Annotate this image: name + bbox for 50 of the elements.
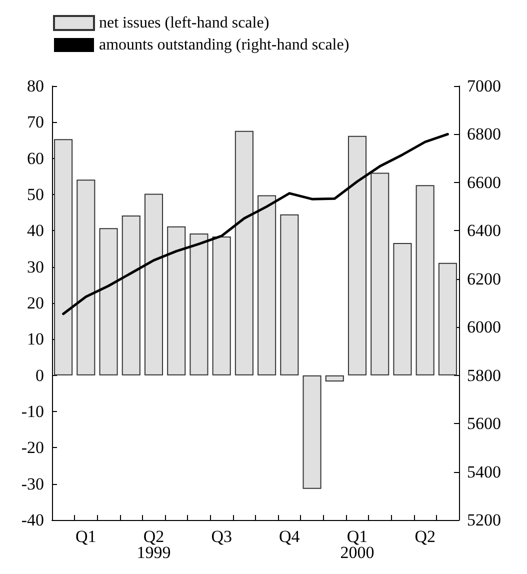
y2-tick-label: 5600 [467,414,501,434]
y-tick-label: 30 [27,257,44,276]
x-tick-label: Q1 [76,527,96,546]
y-tick-label: 20 [27,294,44,312]
x-tick-label: Q1 [346,527,368,546]
x-tick-label: Q2 [414,527,436,546]
y-tick-label: -10 [21,402,44,421]
y2-tick-label: 6800 [467,124,501,144]
bar [302,375,322,489]
bar [416,185,434,376]
y2-tick-label: 5800 [467,366,501,385]
bar [234,130,254,376]
y-tick-label: -30 [21,474,44,494]
bar [348,136,367,376]
y2-tick-label: 6000 [467,318,501,337]
bar [76,180,96,376]
x-tick-label: Q3 [211,527,232,546]
y-tick-label: -40 [21,510,44,530]
y-tick-label: 50 [27,185,44,204]
bar [438,262,457,376]
y-tick-label: 80 [27,76,44,96]
y-tick-label: -20 [21,438,44,458]
legend-label: amounts outstanding (right-hand scale) [99,36,350,54]
legend-label: net issues (left-hand scale) [99,14,270,32]
bar [144,194,164,376]
bar [190,234,208,376]
bar [167,226,186,376]
y-tick-label: 60 [27,148,44,168]
bar [258,195,276,376]
y2-tick-label: 5200 [467,510,501,530]
x-tick-label: Q4 [279,527,300,546]
y-tick-label: 10 [27,330,44,349]
y-tick-label: 40 [27,221,44,240]
y2-tick-label: 6200 [467,269,501,288]
y-tick-label: 70 [27,112,44,132]
bar [370,172,390,376]
bar [99,228,118,376]
y-tick-label: 0 [36,366,44,385]
bar [325,375,344,382]
y2-tick-label: 5400 [467,462,501,482]
y2-tick-label: 6600 [467,172,501,192]
bar [122,215,140,376]
y2-tick-label: 7000 [467,76,501,96]
bar [393,242,412,376]
bar [54,139,73,376]
bar [212,236,231,376]
line-series [62,132,449,316]
x-tick-label: Q2 [143,527,164,546]
bar [280,214,299,376]
y2-tick-label: 6400 [467,221,501,240]
